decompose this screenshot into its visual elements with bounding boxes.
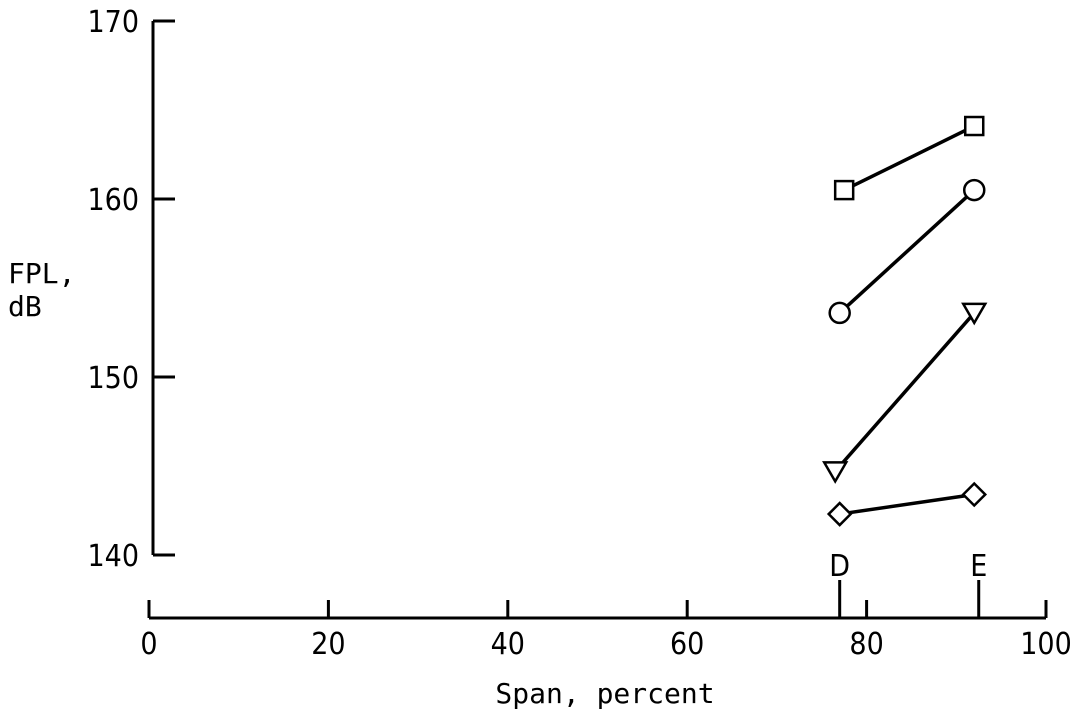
series-square: [833, 115, 985, 201]
x-marker-label: E: [970, 549, 987, 584]
diamond-marker: [826, 501, 853, 527]
y-tick-label: 150: [87, 361, 139, 396]
series-layer: [822, 115, 988, 527]
x-tick-label: 60: [670, 627, 704, 662]
square-marker: [833, 179, 855, 201]
triangle-down-marker: [961, 302, 988, 326]
series-line: [839, 492, 975, 516]
y-axis-title-line: FPL,: [8, 257, 75, 290]
series-line: [833, 311, 976, 473]
y-tick-label: 160: [87, 183, 139, 218]
x-tick-label: 20: [311, 627, 345, 662]
y-tick-label: 170: [87, 5, 139, 40]
x-tick-label: 40: [491, 627, 525, 662]
diamond-marker: [961, 481, 988, 508]
series-line: [843, 124, 976, 192]
x-axis: 0 20 40 60 80 100 D E: [140, 549, 1071, 662]
series-triangle-down: [822, 302, 988, 484]
x-marker-label: D: [829, 549, 850, 584]
series-circle: [828, 178, 986, 325]
square-marker: [963, 115, 985, 137]
circle-marker: [962, 178, 986, 202]
x-tick-label: 0: [140, 627, 157, 662]
x-axis-title: Span, percent: [495, 677, 714, 710]
y-axis: 140 150 160 170: [87, 5, 175, 574]
triangle-down-marker: [822, 461, 849, 484]
y-tick-label: 140: [87, 539, 139, 574]
x-tick-label: 80: [849, 627, 883, 662]
series-line: [838, 188, 976, 315]
series-diamond: [826, 481, 988, 527]
circle-marker: [828, 301, 851, 325]
y-axis-title: FPL,dB: [8, 257, 75, 323]
x-tick-label: 100: [1020, 627, 1072, 662]
y-axis-title-line: dB: [8, 290, 42, 323]
